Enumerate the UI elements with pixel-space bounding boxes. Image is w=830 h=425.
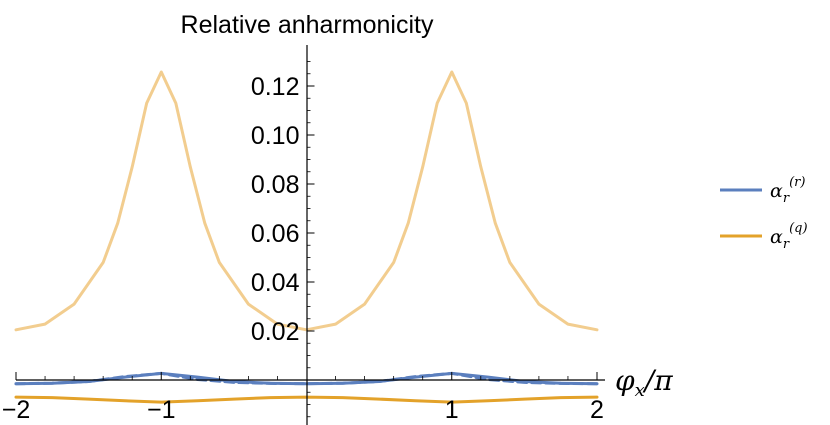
legend-label-q-main: α [770,226,783,248]
x-axis-label-tail: /π [642,364,673,397]
legend-label-r: αr(r) [770,175,805,206]
x-tick-label: 1 [445,396,459,424]
chart-title: Relative anharmonicity [181,11,434,39]
x-tick-label: −1 [147,396,176,424]
legend-label-r-sub: r [783,191,790,206]
y-tick-label: 0.12 [251,73,300,101]
y-tick-label: 0.04 [251,269,300,297]
legend-label-r-sup: (r) [789,175,805,190]
legend-label-r-main: α [770,180,783,202]
y-tick-label: 0.06 [251,220,300,248]
legend-label-q-sup: (q) [789,221,807,236]
y-tick-label: 0.02 [251,318,300,346]
ticks-layer: −2 −1 1 2 0.02 0.04 0.06 0.08 0.10 0.12 [2,61,604,424]
legend-label-q-sub: r [783,237,790,252]
axes-layer [16,45,605,425]
x-tick-label: 2 [590,396,604,424]
x-axis-label-main: φ [615,364,635,397]
x-axis-label-sub: x [635,380,645,401]
y-tick-label: 0.10 [251,122,300,150]
x-axis-label: φx/π [615,364,673,401]
y-tick-label: 0.08 [251,171,300,199]
legend: αr(r) αr(q) [720,175,808,252]
legend-label-q: αr(q) [770,221,808,252]
x-tick-label: −2 [2,396,31,424]
